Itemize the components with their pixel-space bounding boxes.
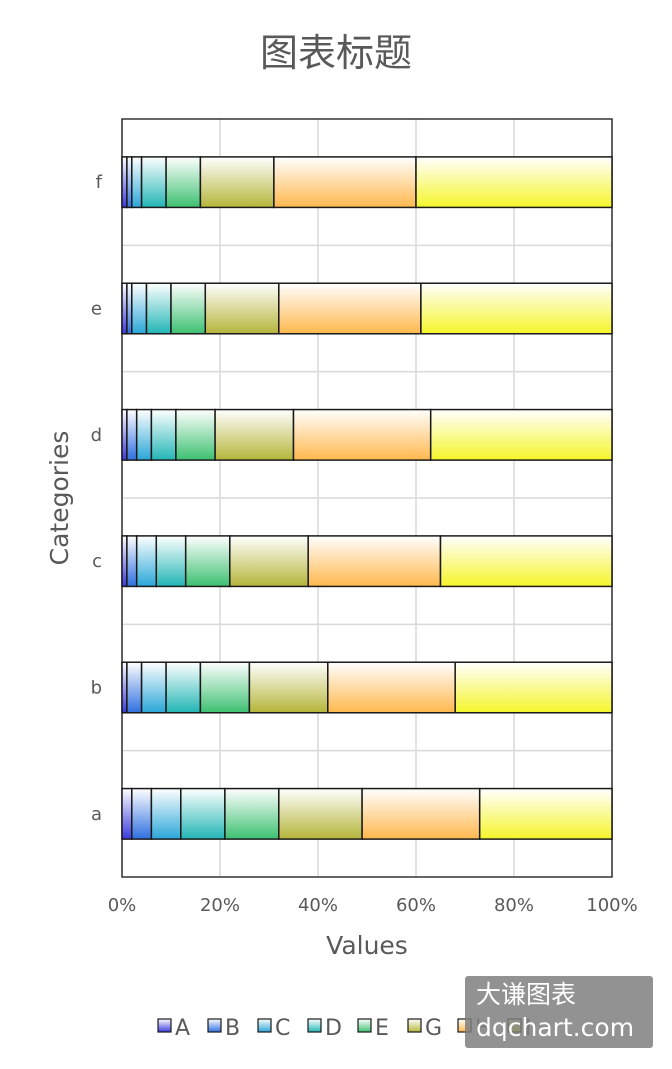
bar-segment-f-C bbox=[131, 156, 143, 209]
legend-swatch bbox=[357, 1018, 372, 1033]
x-axis-ticks: 0% 20% 40% 60% 80% 100% bbox=[108, 895, 638, 916]
legend-item: B bbox=[207, 1016, 240, 1041]
bar-segment-d-C bbox=[135, 408, 153, 461]
legend-item: E bbox=[357, 1016, 389, 1041]
legend-swatch bbox=[157, 1018, 172, 1033]
bar-segment-e-E bbox=[170, 282, 207, 335]
watermark-line1: 大谦图表 bbox=[476, 980, 576, 1009]
chart-title: 图表标题 bbox=[260, 31, 412, 75]
y-tick-label: d bbox=[91, 425, 102, 446]
bars bbox=[121, 156, 613, 840]
bar-segment-e-I bbox=[420, 282, 613, 335]
bar-segment-a-H bbox=[361, 787, 481, 840]
y-tick-label: e bbox=[91, 299, 102, 320]
legend-label: A bbox=[175, 1016, 190, 1041]
bar-segment-c-H bbox=[307, 535, 442, 588]
bar-segment-b-H bbox=[327, 661, 456, 714]
legend-swatch bbox=[307, 1018, 322, 1033]
legend-swatch bbox=[257, 1018, 272, 1033]
bar-segment-b-G bbox=[248, 661, 329, 714]
x-axis-title: Values bbox=[326, 931, 408, 960]
bar-segment-d-I bbox=[429, 408, 613, 461]
bar-segment-f-I bbox=[415, 156, 613, 209]
bar-segment-e-C bbox=[131, 282, 148, 335]
x-tick-label: 40% bbox=[298, 895, 338, 916]
x-tick-label: 100% bbox=[586, 895, 637, 916]
bar-segment-e-G bbox=[204, 282, 280, 335]
y-axis-ticks: a b c d e f bbox=[91, 172, 103, 825]
legend-item: G bbox=[407, 1016, 442, 1041]
legend-label: B bbox=[225, 1016, 240, 1041]
x-tick-label: 60% bbox=[396, 895, 436, 916]
bar-segment-a-B bbox=[131, 787, 153, 840]
bar-segment-f-D bbox=[140, 156, 167, 209]
bar-segment-e-H bbox=[278, 282, 422, 335]
legend-item: C bbox=[257, 1016, 290, 1041]
x-tick-label: 20% bbox=[200, 895, 240, 916]
y-tick-label: a bbox=[91, 804, 102, 825]
bar-segment-f-E bbox=[165, 156, 202, 209]
x-tick-label: 0% bbox=[108, 895, 137, 916]
bar-segment-a-C bbox=[150, 787, 182, 840]
bar-segment-a-A bbox=[121, 787, 133, 840]
bar-segment-b-B bbox=[126, 661, 143, 714]
legend-item: A bbox=[157, 1016, 190, 1041]
bar-segment-d-D bbox=[150, 408, 177, 461]
y-tick-label: b bbox=[91, 678, 102, 699]
bar-segment-c-C bbox=[135, 535, 158, 588]
y-tick-label: c bbox=[92, 551, 102, 572]
watermark-line2: dqchart.com bbox=[476, 1013, 634, 1042]
x-tick-label: 80% bbox=[494, 895, 534, 916]
watermark: 大谦图表 dqchart.com bbox=[465, 976, 653, 1048]
bar-segment-a-E bbox=[224, 787, 280, 840]
bar-segment-b-E bbox=[199, 661, 251, 714]
y-tick-label: f bbox=[96, 172, 103, 193]
legend-label: G bbox=[425, 1016, 442, 1041]
bar-segment-f-H bbox=[273, 156, 417, 209]
y-axis-title: Categories bbox=[45, 431, 74, 566]
legend-label: D bbox=[325, 1016, 342, 1041]
bar-segment-c-I bbox=[439, 535, 613, 588]
bar-segment-b-I bbox=[454, 661, 613, 714]
bar-segment-d-H bbox=[292, 408, 432, 461]
bar-segment-d-B bbox=[126, 408, 138, 461]
bar-segment-d-G bbox=[214, 408, 295, 461]
bar-segment-b-D bbox=[165, 661, 202, 714]
bar-segment-c-E bbox=[184, 535, 231, 588]
bar-segment-c-B bbox=[126, 535, 138, 588]
bar-segment-b-C bbox=[140, 661, 167, 714]
bar-segment-e-D bbox=[145, 282, 172, 335]
bar-segment-c-G bbox=[229, 535, 309, 588]
legend-label: C bbox=[275, 1016, 290, 1041]
legend-swatch bbox=[407, 1018, 422, 1033]
legend-label: E bbox=[375, 1016, 389, 1041]
bar-segment-a-G bbox=[278, 787, 363, 840]
bar-segment-f-G bbox=[199, 156, 275, 209]
plot-area bbox=[121, 118, 613, 878]
legend-item: D bbox=[307, 1016, 342, 1041]
bar-segment-a-I bbox=[478, 787, 613, 840]
bar-segment-c-D bbox=[155, 535, 187, 588]
legend-swatch bbox=[207, 1018, 222, 1033]
gridlines bbox=[121, 119, 613, 877]
bar-segment-d-E bbox=[175, 408, 216, 461]
bar-segment-a-D bbox=[180, 787, 226, 840]
